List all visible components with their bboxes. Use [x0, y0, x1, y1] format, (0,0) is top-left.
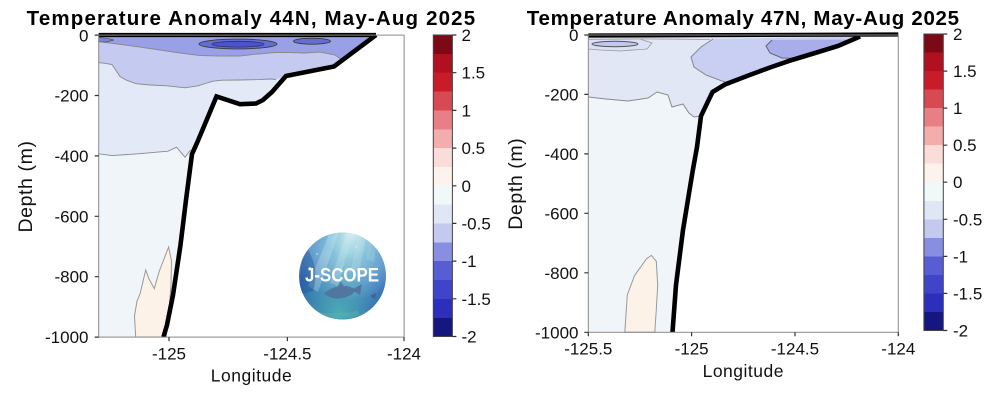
svg-text:-125.5: -125.5 — [564, 340, 612, 359]
svg-text:0: 0 — [79, 27, 88, 46]
svg-text:-1000: -1000 — [45, 328, 88, 347]
svg-text:-1.5: -1.5 — [953, 284, 982, 303]
svg-text:-124: -124 — [387, 345, 421, 364]
svg-text:0: 0 — [953, 173, 962, 192]
svg-text:0: 0 — [569, 26, 578, 45]
svg-text:2: 2 — [953, 25, 962, 44]
svg-text:-124.5: -124.5 — [263, 345, 311, 364]
svg-text:-200: -200 — [544, 85, 578, 104]
svg-text:Temperature Anomaly 44N, May-A: Temperature Anomaly 44N, May-Aug 2025 — [27, 7, 477, 30]
svg-text:-1.5: -1.5 — [462, 290, 491, 309]
svg-text:-1: -1 — [462, 252, 477, 271]
svg-text:1.5: 1.5 — [953, 62, 977, 81]
svg-text:J-SCOPE: J-SCOPE — [305, 266, 379, 287]
svg-text:-125: -125 — [675, 340, 709, 359]
svg-text:-2: -2 — [953, 322, 968, 341]
svg-text:-400: -400 — [54, 147, 88, 166]
svg-text:-600: -600 — [544, 204, 578, 223]
svg-text:1: 1 — [462, 101, 471, 120]
svg-text:1.5: 1.5 — [462, 64, 486, 83]
svg-text:-1: -1 — [953, 247, 968, 266]
svg-text:Longitude: Longitude — [703, 361, 784, 381]
svg-text:-0.5: -0.5 — [953, 210, 982, 229]
svg-text:Depth (m): Depth (m) — [505, 138, 527, 230]
svg-text:-125: -125 — [152, 345, 186, 364]
svg-text:2: 2 — [462, 26, 471, 45]
svg-text:-2: -2 — [462, 328, 477, 347]
svg-text:-800: -800 — [54, 268, 88, 287]
svg-text:Temperature Anomaly 47N, May-A: Temperature Anomaly 47N, May-Aug 2025 — [527, 7, 960, 30]
svg-text:-1000: -1000 — [535, 323, 578, 342]
svg-text:0.5: 0.5 — [953, 136, 977, 155]
svg-text:-0.5: -0.5 — [462, 214, 491, 233]
svg-text:-400: -400 — [544, 145, 578, 164]
svg-text:Longitude: Longitude — [211, 366, 292, 386]
svg-text:-800: -800 — [544, 264, 578, 283]
svg-text:Depth (m): Depth (m) — [15, 140, 37, 232]
svg-text:0: 0 — [462, 177, 471, 196]
svg-text:1: 1 — [953, 99, 962, 118]
svg-text:-124.5: -124.5 — [771, 340, 819, 359]
svg-text:-200: -200 — [54, 87, 88, 106]
svg-text:0.5: 0.5 — [462, 139, 486, 158]
svg-text:-124: -124 — [881, 340, 915, 359]
svg-text:-600: -600 — [54, 207, 88, 226]
